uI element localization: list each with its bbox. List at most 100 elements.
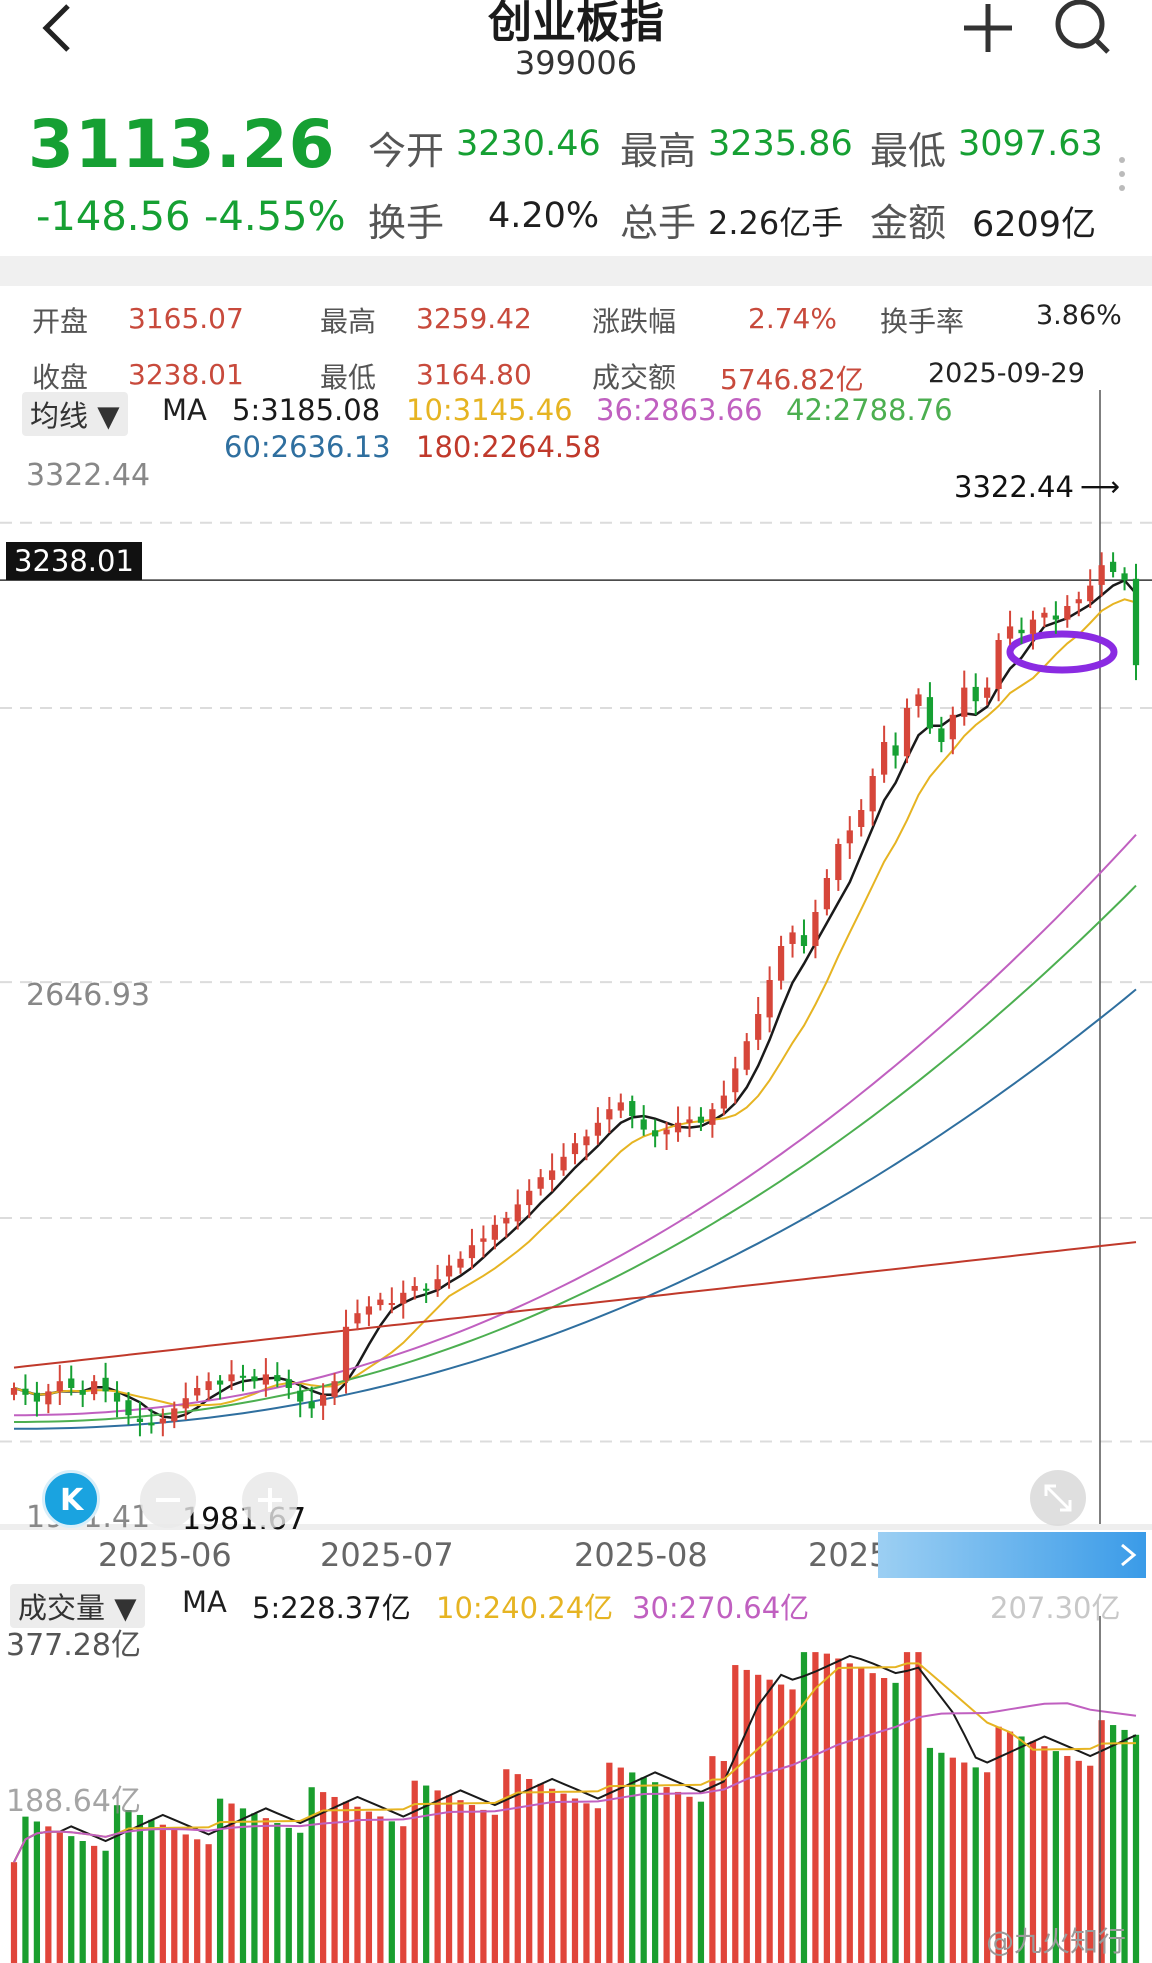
candle-body — [835, 844, 842, 881]
candle-body — [1018, 629, 1025, 634]
volume-bar — [1075, 1760, 1082, 1963]
candle-body — [674, 1122, 682, 1133]
amount-label: 金额 — [870, 201, 947, 245]
volume-bar — [45, 1826, 52, 1963]
ohlc-turnover-value: 3.86% — [1036, 300, 1122, 331]
candle-body — [1098, 565, 1105, 585]
candle-body — [972, 686, 979, 702]
candle-body — [45, 1391, 52, 1405]
volume-bar — [457, 1800, 464, 1963]
volume-ma5: 5:228.37亿 — [252, 1591, 411, 1625]
candle-body — [79, 1390, 86, 1395]
volume-bar — [617, 1767, 624, 1963]
volume-bar — [858, 1668, 865, 1963]
volume-chart[interactable] — [0, 1616, 1152, 1963]
volume-bar — [468, 1805, 476, 1963]
volume-bar — [1018, 1736, 1025, 1963]
ohlc-low-label: 最低 — [320, 361, 377, 394]
volume-bar — [1029, 1741, 1037, 1963]
ohlc-change-label: 涨跌幅 — [592, 305, 677, 338]
volume-bar — [1064, 1755, 1071, 1963]
candle-body — [22, 1388, 29, 1395]
volume-bar — [22, 1816, 29, 1963]
volume-ma10-line — [13, 1662, 1137, 1863]
volume-bar — [903, 1652, 911, 1963]
volume-bar — [342, 1801, 350, 1963]
ma5-value: 5:3185.08 — [232, 393, 381, 427]
candle-body — [640, 1119, 647, 1130]
zoom-in-button[interactable] — [242, 1472, 298, 1528]
volume-bar — [308, 1787, 315, 1963]
ma36-value: 36:2863.66 — [596, 393, 763, 427]
volume-bar — [835, 1658, 842, 1963]
k-logo-button[interactable]: K — [42, 1470, 100, 1528]
back-button[interactable] — [30, 0, 90, 58]
ma10-value: 10:3145.46 — [406, 393, 573, 427]
volume-bar — [423, 1785, 430, 1963]
search-button[interactable] — [1050, 0, 1114, 60]
volume-bar — [136, 1814, 144, 1963]
candle-body — [1006, 626, 1014, 639]
volume-bar — [537, 1783, 544, 1963]
candle-body — [869, 776, 876, 812]
max-price-marker: 3322.44 — [954, 470, 1074, 504]
y-label-top: 3322.44 — [26, 458, 151, 493]
candle-body — [10, 1388, 18, 1395]
volume-bar — [823, 1653, 830, 1963]
volume-bar — [171, 1829, 178, 1963]
volume-ma30-line — [13, 1702, 1137, 1863]
candle-body — [858, 810, 865, 827]
volume-bar — [663, 1787, 670, 1963]
volume-bar — [732, 1665, 739, 1963]
candle-body — [1121, 573, 1128, 581]
volume-bar — [411, 1780, 418, 1963]
ohlc-close-value: 3238.01 — [128, 358, 244, 391]
volume-bar — [251, 1813, 258, 1963]
candle-body — [846, 830, 853, 844]
current-price: 3113.26 — [28, 106, 336, 183]
candle-body — [365, 1306, 373, 1315]
more-dots-icon[interactable] — [1116, 154, 1128, 194]
ma-lines — [13, 578, 1137, 1430]
ma60-value: 60:2636.13 — [224, 430, 391, 464]
volume-bar — [125, 1810, 132, 1963]
volume-bar — [938, 1752, 945, 1963]
zoom-out-button[interactable] — [140, 1472, 196, 1528]
k-logo-icon: K — [60, 1483, 85, 1518]
volume-bar — [79, 1840, 86, 1963]
candle-body — [285, 1379, 292, 1388]
expand-icon — [1044, 1484, 1072, 1512]
volume-bar — [560, 1793, 567, 1963]
candles — [10, 552, 1140, 1437]
candle-body — [216, 1380, 224, 1385]
candle-body — [881, 742, 888, 775]
candle-body — [720, 1095, 727, 1109]
volume-bar — [571, 1798, 579, 1963]
section-divider — [0, 256, 1152, 286]
volume-bar — [285, 1827, 292, 1963]
volume-bar — [1052, 1751, 1059, 1963]
volume-bar — [331, 1796, 338, 1963]
expand-button[interactable] — [1030, 1470, 1086, 1526]
ma-selector[interactable]: 均线 ▼ — [22, 392, 128, 436]
volume-bar — [262, 1818, 269, 1963]
candle-body — [709, 1109, 716, 1125]
ma42-value: 42:2788.76 — [786, 393, 953, 427]
volume-bar — [274, 1823, 281, 1963]
price-chart[interactable] — [0, 390, 1152, 1530]
volume-bar — [995, 1726, 1002, 1963]
candle-body — [652, 1130, 659, 1137]
ohlc-change-value: 2.74% — [748, 302, 837, 335]
next-period-button[interactable] — [878, 1532, 1146, 1578]
y-label-mid: 2646.93 — [26, 978, 151, 1013]
candle-body — [663, 1129, 670, 1135]
volume-bar — [629, 1772, 636, 1963]
add-watchlist-button[interactable] — [958, 0, 1018, 60]
candle-body — [205, 1381, 212, 1391]
volume-selector[interactable]: 成交量 ▼ — [10, 1584, 145, 1628]
volume-ma-lines — [13, 1616, 1137, 1963]
volume-bar — [846, 1663, 853, 1963]
volume-bar — [1041, 1746, 1048, 1963]
volume-bar — [961, 1762, 968, 1963]
stock-code: 399006 — [514, 44, 638, 82]
